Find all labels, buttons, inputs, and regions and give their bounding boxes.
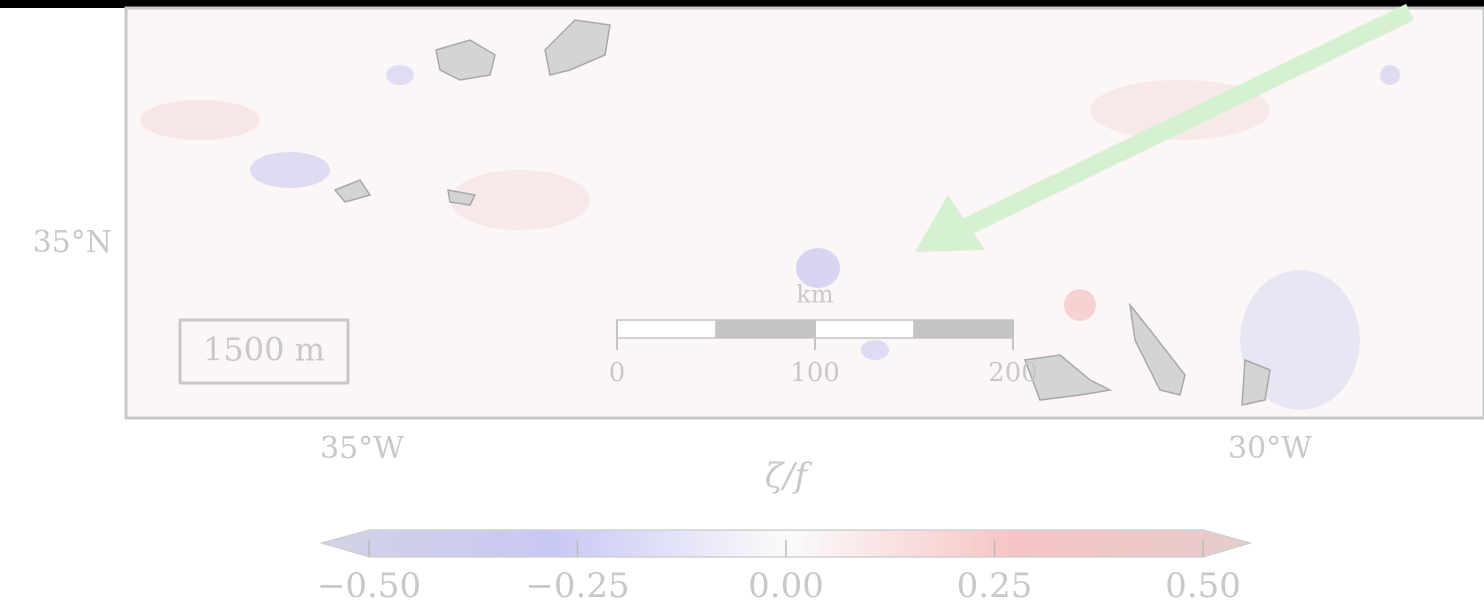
colorbar-tick-label: −0.25 [525,566,629,603]
scale-unit: km [796,281,834,309]
colorbar-label: ζ/f [765,456,813,496]
latitude-label: 35°N [33,225,112,260]
scale-tick-label: 100 [790,358,840,388]
scale-segment [716,320,815,338]
scale-tick-label: 0 [609,358,626,388]
depth-label: 1500 m [203,331,325,369]
longitude-label: 35°W [320,431,404,466]
colorbar: −0.50 −0.25 0.00 0.25 0.50 [317,530,1250,603]
scale-segment [815,320,914,338]
scale-segment [617,320,716,338]
colorbar-tick-label: −0.50 [317,566,421,603]
longitude-label: 30°W [1228,431,1312,466]
colorbar-tick-label: 0.25 [957,566,1033,603]
scale-tick-label: 200 [988,358,1038,388]
map-area: 1500 m 0 100 200 km [126,8,1484,418]
figure: 1500 m 0 100 200 km 35°N 35°W 30°W ζ/f −0.5… [0,0,1484,603]
colorbar-tick-label: 0.00 [748,566,824,603]
colorbar-tick-label: 0.50 [1165,566,1241,603]
scale-segment [914,320,1013,338]
